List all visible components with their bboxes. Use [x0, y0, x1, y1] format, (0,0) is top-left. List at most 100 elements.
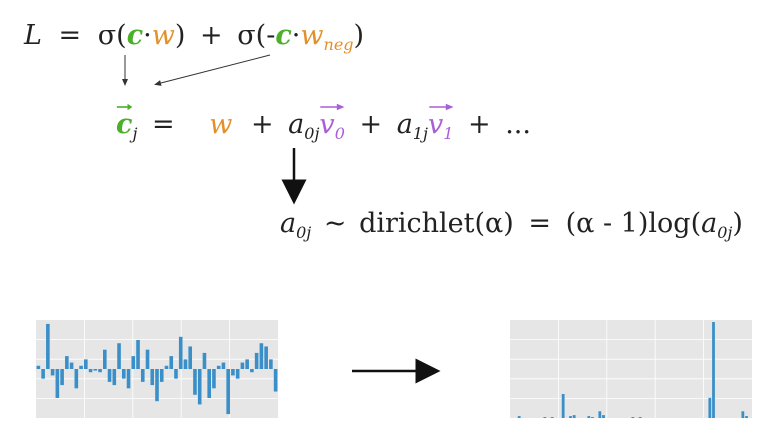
- bar: [598, 411, 602, 418]
- plus-sign-2: +: [250, 109, 274, 140]
- tilde-sign: ~: [323, 208, 347, 239]
- vector-arrow-icon: [429, 103, 454, 111]
- bar: [98, 369, 102, 373]
- bar: [550, 417, 554, 418]
- context-vector-c: c: [126, 20, 144, 51]
- neg-subscript: neg: [323, 35, 354, 54]
- bar: [121, 369, 126, 379]
- bar: [631, 417, 635, 418]
- word-vector-w-2: w: [209, 109, 233, 140]
- basis-vector-v1: v1: [428, 103, 454, 142]
- bar: [107, 369, 112, 382]
- bar: [264, 346, 268, 369]
- bar: [235, 369, 240, 379]
- negative-word-vector: wneg: [300, 20, 354, 54]
- sigma-close: ): [174, 20, 186, 51]
- dense-vector-bar-chart: [36, 320, 278, 418]
- bar: [197, 369, 202, 405]
- loss-equation: L = σ(c·w) + σ(-c·wneg): [24, 22, 364, 53]
- bar: [88, 369, 93, 373]
- bar: [155, 369, 159, 402]
- bar: [216, 365, 221, 369]
- bar: [126, 369, 131, 389]
- bar: [517, 416, 521, 418]
- bar: [93, 369, 98, 371]
- context-vector-c-neg: c: [275, 20, 292, 51]
- bar: [150, 369, 155, 386]
- bar: [84, 359, 88, 369]
- bar: [602, 415, 605, 418]
- sparse-vector-bar-chart: [510, 320, 752, 418]
- bar: [69, 362, 74, 369]
- bar: [112, 369, 117, 386]
- bar: [572, 415, 576, 418]
- coefficient-a0j-prior: a0j: [280, 208, 312, 242]
- bar: [240, 362, 245, 369]
- log-prior-expression: (α - 1)log(a0j): [565, 208, 743, 242]
- bar: [254, 352, 259, 369]
- word-vector-w: w: [151, 20, 175, 51]
- bar: [250, 369, 254, 373]
- dirichlet-prior-equation: a0j ~ dirichlet(α) = (α - 1)log(a0j): [280, 210, 743, 241]
- bar: [140, 369, 145, 382]
- bar: [741, 411, 745, 418]
- bar: [131, 356, 136, 369]
- bar: [188, 346, 193, 369]
- bar: [259, 343, 264, 369]
- bar: [273, 369, 278, 392]
- bar: [74, 369, 79, 389]
- plus-sign-4: +: [467, 109, 491, 140]
- bar: [207, 369, 211, 398]
- bar: [65, 356, 69, 369]
- equals-sign-2: =: [152, 109, 175, 140]
- equals-sign-3: =: [528, 208, 552, 239]
- bar: [117, 343, 121, 369]
- bar: [212, 369, 216, 389]
- bar: [103, 349, 107, 369]
- bar: [231, 369, 235, 376]
- bar: [50, 369, 55, 376]
- bar: [202, 352, 207, 369]
- coefficient-a0j: a0j: [288, 109, 320, 143]
- cj-subscript: j: [132, 124, 138, 143]
- bar: [745, 416, 748, 418]
- ellipsis: ...: [505, 109, 531, 140]
- bar: [193, 369, 197, 395]
- bar: [712, 322, 715, 418]
- bar: [226, 369, 230, 415]
- bar: [79, 365, 83, 369]
- loss-symbol: L: [24, 20, 42, 51]
- bar: [41, 369, 45, 379]
- bar: [708, 397, 712, 418]
- bar: [587, 416, 591, 418]
- bar: [245, 359, 249, 369]
- sigma-neg-close: ): [353, 20, 365, 51]
- equals-sign: =: [58, 20, 82, 51]
- bar: [561, 394, 565, 418]
- bar: [178, 336, 183, 369]
- arrow-cneg-to-cj: [154, 54, 271, 86]
- basis-vector-v0: v0: [319, 103, 345, 142]
- bar: [36, 365, 41, 369]
- bar: [136, 340, 140, 369]
- bar: [591, 417, 594, 418]
- bar: [60, 369, 64, 386]
- bar: [221, 362, 226, 369]
- bar: [174, 369, 178, 379]
- bar: [543, 417, 547, 418]
- sigma-open: σ(: [97, 20, 127, 51]
- bar: [164, 365, 169, 369]
- plus-sign: +: [200, 20, 223, 51]
- bar: [169, 356, 174, 369]
- plus-sign-3: +: [359, 109, 383, 140]
- bar: [638, 417, 642, 418]
- vector-arrow-icon: [116, 103, 133, 111]
- dirichlet-distribution: dirichlet(α): [359, 208, 514, 239]
- bar: [569, 416, 572, 418]
- dot-operator: ·: [143, 20, 152, 51]
- bar: [145, 349, 150, 369]
- coefficient-a1j: a1j: [396, 109, 428, 143]
- bar: [159, 369, 164, 382]
- sigma-neg-open: σ(-: [237, 20, 276, 51]
